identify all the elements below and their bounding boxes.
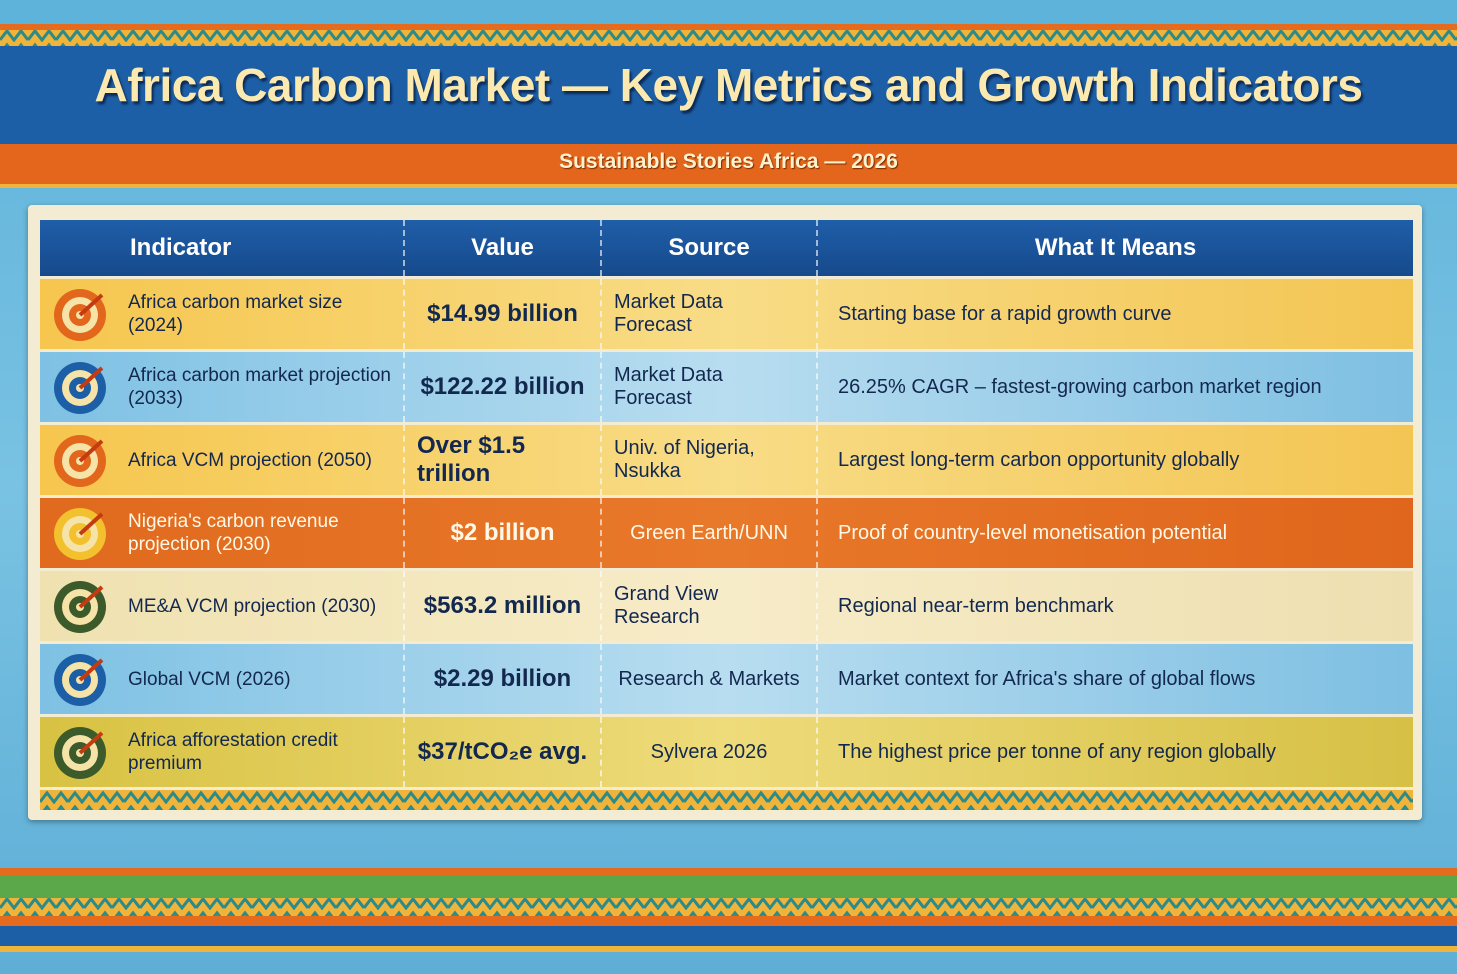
column-header-text: Source (668, 234, 750, 261)
cell-text: $2 billion (450, 519, 555, 546)
column-header-text: What It Means (1034, 234, 1197, 261)
cell-text: Univ. of Nigeria, Nsukka (614, 437, 755, 482)
cell-text: 26.25% CAGR – fastest-growing carbon mar… (838, 375, 1322, 398)
cell-text: Market Data Forecast (614, 364, 723, 409)
cell-text: $37/tCO₂e avg. (417, 738, 588, 765)
cell-text: Over $1.5 trillion (417, 432, 526, 487)
table-cell: 26.25% CAGR – fastest-growing carbon mar… (818, 352, 1413, 422)
column-header: Indicator (40, 220, 405, 276)
table-cell: Proof of country-level monetisation pote… (818, 498, 1413, 568)
table-cell: Africa carbon market projection (2033) (40, 352, 405, 422)
table-cell: $14.99 billion (405, 279, 602, 349)
table-row: Nigeria's carbon revenue projection (203… (40, 498, 1413, 571)
table-cell: Largest long-term carbon opportunity glo… (818, 425, 1413, 495)
column-header: Value (405, 220, 602, 276)
cell-text: $122.22 billion (420, 373, 585, 400)
table-cell: Market Data Forecast (602, 352, 818, 422)
cell-text: Africa VCM projection (2050) (128, 449, 372, 471)
cell-text: Green Earth/UNN (630, 521, 788, 544)
header-row: Indicator Value Source What It Means (40, 220, 1413, 279)
table-row: Africa carbon market size (2024) $14.99 b… (40, 279, 1413, 352)
table-cell: Market context for Africa's share of glo… (818, 644, 1413, 714)
table-cell: Africa afforestation credit premium (40, 717, 405, 787)
subtitle: Sustainable Stories Africa — 2026 (559, 150, 898, 173)
table-row: Africa VCM projection (2050) Over $1.5 tr… (40, 425, 1413, 498)
column-header-text: Indicator (130, 234, 232, 261)
row-icon (54, 508, 106, 560)
row-icon (54, 289, 106, 341)
cell-text: Africa carbon market size (2024) (128, 292, 343, 336)
cell-text: Nigeria's carbon revenue projection (203… (128, 511, 339, 555)
column-header: Source (602, 220, 818, 276)
table-cell: Starting base for a rapid growth curve (818, 279, 1413, 349)
cell-text: $563.2 million (423, 592, 582, 619)
cell-text: The highest price per tonne of any regio… (838, 740, 1277, 763)
cell-text: Sylvera 2026 (650, 740, 768, 763)
table-cell: $563.2 million (405, 571, 602, 641)
cell-text: Regional near-term benchmark (838, 594, 1114, 617)
cell-text: Grand View Research (614, 583, 719, 628)
table-cell: The highest price per tonne of any regio… (818, 717, 1413, 787)
row-icon (54, 654, 106, 706)
column-header-text: Value (471, 234, 534, 261)
cell-text: Market Data Forecast (614, 291, 723, 336)
table-cell: Nigeria's carbon revenue projection (203… (40, 498, 405, 568)
cell-text: Africa carbon market projection (2033) (128, 365, 391, 409)
table-row: Africa afforestation credit premium $37/t… (40, 717, 1413, 790)
table-cell: Africa carbon market size (2024) (40, 279, 405, 349)
cell-text: Africa afforestation credit premium (128, 730, 338, 774)
table-cell: Over $1.5 trillion (405, 425, 602, 495)
cell-text: Research & Markets (618, 667, 800, 690)
cell-text: $2.29 billion (433, 665, 572, 692)
table-row: Africa carbon market projection (2033) $1… (40, 352, 1413, 425)
table-border (40, 790, 1413, 810)
table-row: ME&A VCM projection (2030) $563.2 million… (40, 571, 1413, 644)
cell-text: ME&A VCM projection (2030) (128, 595, 377, 617)
title: Africa Carbon Market — Key Metrics and G… (94, 59, 1363, 111)
table-row: Global VCM (2026) $2.29 billion Research &… (40, 644, 1413, 717)
table-cell: Grand View Research (602, 571, 818, 641)
cell-text: Market context for Africa's share of glo… (838, 667, 1256, 690)
table-cell: Regional near-term benchmark (818, 571, 1413, 641)
table-cell: Africa VCM projection (2050) (40, 425, 405, 495)
table: Indicator Value Source What It Means Africa… (40, 220, 1413, 790)
cell-text: Starting base for a rapid growth curve (838, 302, 1172, 325)
row-icon (54, 362, 106, 414)
table-cell: ME&A VCM projection (2030) (40, 571, 405, 641)
table-cell: $37/tCO₂e avg. (405, 717, 602, 787)
table-cell: $2 billion (405, 498, 602, 568)
table-cell: Univ. of Nigeria, Nsukka (602, 425, 818, 495)
row-icon (54, 435, 106, 487)
table-cell: Global VCM (2026) (40, 644, 405, 714)
cell-text: Global VCM (2026) (128, 668, 291, 690)
cell-text: Proof of country-level monetisation pote… (838, 521, 1228, 544)
row-icon (54, 581, 106, 633)
cell-text: $14.99 billion (427, 300, 578, 327)
table-cell: $2.29 billion (405, 644, 602, 714)
table-cell: Green Earth/UNN (602, 498, 818, 568)
table-cell: Research & Markets (602, 644, 818, 714)
table-cell: Sylvera 2026 (602, 717, 818, 787)
cell-text: Largest long-term carbon opportunity glo… (838, 448, 1240, 471)
row-icon (54, 727, 106, 779)
table-cell: $122.22 billion (405, 352, 602, 422)
column-header: What It Means (818, 220, 1413, 276)
header-banner (0, 0, 1457, 188)
footer-band (0, 868, 1457, 952)
table-cell: Market Data Forecast (602, 279, 818, 349)
